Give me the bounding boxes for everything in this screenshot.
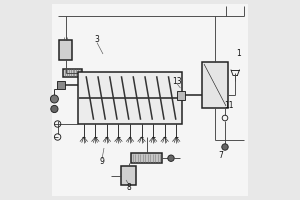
Bar: [121, 166, 136, 185]
Bar: [177, 91, 185, 100]
Bar: [131, 153, 162, 163]
Bar: [78, 72, 182, 124]
Text: 3: 3: [94, 36, 99, 45]
Text: 8: 8: [127, 182, 131, 192]
Text: 13: 13: [172, 76, 182, 86]
Text: 1: 1: [237, 49, 242, 58]
Text: 9: 9: [100, 156, 104, 166]
Circle shape: [168, 155, 174, 161]
Bar: [57, 81, 65, 89]
Bar: [59, 40, 72, 60]
Circle shape: [51, 105, 58, 113]
Bar: [202, 62, 228, 108]
Bar: [63, 69, 82, 77]
Text: 7: 7: [219, 150, 224, 160]
Text: 11: 11: [224, 102, 234, 110]
Circle shape: [50, 95, 59, 103]
Circle shape: [222, 144, 228, 150]
